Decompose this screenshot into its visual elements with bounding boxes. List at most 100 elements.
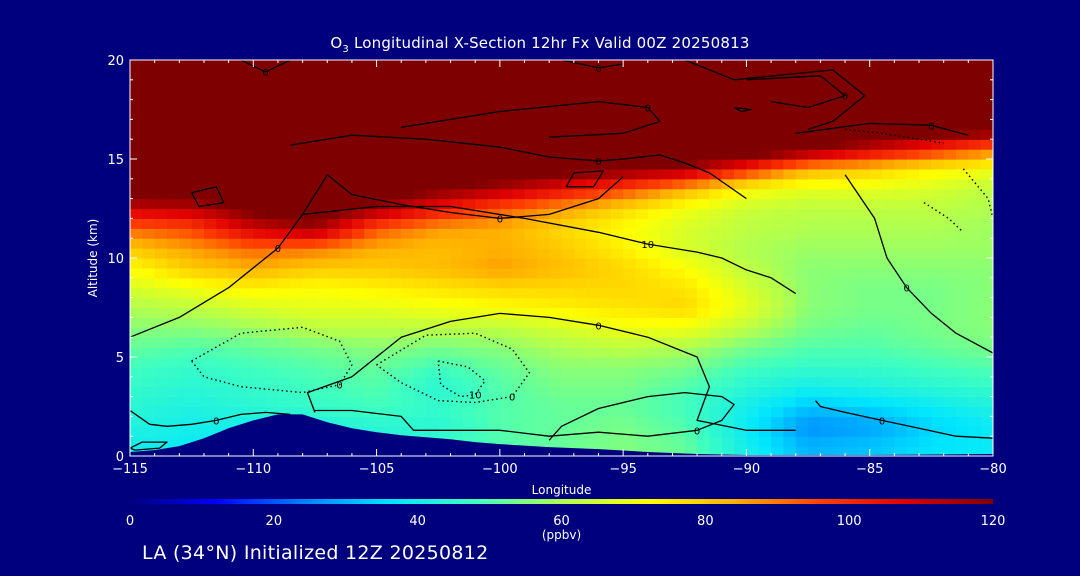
heatmap-cell bbox=[216, 218, 230, 229]
heatmap-cell bbox=[450, 228, 464, 239]
heatmap-cell bbox=[956, 416, 969, 427]
heatmap-cell bbox=[610, 366, 624, 378]
heatmap-cell bbox=[536, 109, 550, 120]
heatmap-cell bbox=[314, 347, 328, 358]
heatmap-cell bbox=[598, 297, 612, 309]
heatmap-cell bbox=[166, 69, 180, 81]
heatmap-cell bbox=[968, 277, 982, 289]
heatmap-cell bbox=[339, 89, 353, 101]
heatmap-cell bbox=[549, 159, 563, 170]
heatmap-cell bbox=[647, 426, 661, 437]
heatmap-cell bbox=[660, 347, 674, 358]
heatmap-cell bbox=[771, 188, 785, 200]
heatmap-cell bbox=[413, 238, 427, 249]
heatmap-cell bbox=[561, 228, 575, 239]
heatmap-cell bbox=[697, 446, 711, 456]
heatmap-cell bbox=[931, 208, 945, 219]
heatmap-cell bbox=[191, 79, 205, 91]
heatmap-cell bbox=[882, 337, 895, 348]
heatmap-cell bbox=[832, 297, 846, 309]
heatmap-cell bbox=[216, 60, 230, 71]
heatmap-cell bbox=[647, 168, 661, 180]
heatmap-cell bbox=[845, 416, 858, 427]
heatmap-cell bbox=[869, 228, 883, 239]
heatmap-cell bbox=[845, 277, 858, 289]
heatmap-cell bbox=[869, 248, 883, 259]
heatmap-cell bbox=[734, 168, 748, 180]
contour-label: 0 bbox=[694, 426, 700, 437]
heatmap-cell bbox=[154, 139, 168, 150]
heatmap-cell bbox=[746, 248, 760, 259]
heatmap-cell bbox=[931, 60, 945, 71]
heatmap-cell bbox=[598, 307, 612, 318]
heatmap-cell bbox=[734, 129, 748, 140]
heatmap-cell bbox=[647, 396, 661, 408]
heatmap-cell bbox=[783, 287, 797, 299]
heatmap-cell bbox=[327, 79, 341, 91]
heatmap-cell bbox=[647, 376, 661, 388]
heatmap-cell bbox=[462, 357, 476, 368]
heatmap-cell bbox=[734, 149, 748, 160]
heatmap-cell bbox=[253, 178, 267, 190]
heatmap-cell bbox=[832, 178, 846, 190]
heatmap-cell bbox=[536, 69, 550, 81]
heatmap-cell bbox=[980, 79, 993, 91]
heatmap-cell bbox=[623, 307, 637, 318]
heatmap-cell bbox=[142, 426, 156, 437]
heatmap-cell bbox=[154, 376, 168, 388]
heatmap-cell bbox=[586, 188, 600, 200]
heatmap-cell bbox=[647, 69, 661, 81]
heatmap-cell bbox=[709, 406, 723, 417]
heatmap-cell bbox=[758, 218, 772, 229]
heatmap-cell bbox=[487, 69, 501, 81]
heatmap-cell bbox=[746, 119, 760, 130]
heatmap-cell bbox=[598, 317, 612, 328]
heatmap-cell bbox=[240, 357, 254, 368]
heatmap-cell bbox=[203, 277, 217, 289]
heatmap-cell bbox=[623, 317, 637, 328]
heatmap-cell bbox=[154, 99, 168, 111]
heatmap-cell bbox=[783, 248, 797, 259]
heatmap-cell bbox=[832, 99, 846, 111]
heatmap-cell bbox=[869, 347, 883, 358]
heatmap-cell bbox=[956, 287, 969, 299]
contour-label: 0 bbox=[595, 321, 601, 332]
heatmap-cell bbox=[339, 149, 353, 160]
heatmap-cell bbox=[425, 60, 439, 71]
heatmap-cell bbox=[795, 426, 809, 437]
heatmap-cell bbox=[450, 119, 464, 130]
heatmap-cell bbox=[820, 416, 834, 427]
heatmap-cell bbox=[166, 129, 180, 140]
heatmap-cell bbox=[684, 366, 698, 378]
terrain bbox=[130, 414, 993, 456]
heatmap-cell bbox=[980, 327, 993, 338]
heatmap-cell bbox=[401, 376, 415, 388]
heatmap-cell bbox=[142, 188, 156, 200]
heatmap-cell bbox=[265, 357, 279, 368]
heatmap-cell bbox=[277, 277, 291, 289]
heatmap-cell bbox=[142, 69, 156, 81]
x-tick-label: −80 bbox=[979, 462, 1006, 477]
heatmap-cell bbox=[882, 446, 895, 456]
x-tick-label: −85 bbox=[856, 462, 883, 477]
heatmap-cell bbox=[758, 60, 772, 71]
heatmap-cell bbox=[980, 168, 993, 180]
heatmap-cell bbox=[450, 60, 464, 71]
heatmap-cell bbox=[290, 60, 304, 71]
heatmap-cell bbox=[980, 366, 993, 378]
heatmap-cell bbox=[561, 89, 575, 101]
heatmap-cell bbox=[327, 277, 341, 289]
heatmap-cell bbox=[475, 357, 489, 368]
heatmap-cell bbox=[943, 297, 957, 309]
heatmap-cell bbox=[598, 109, 612, 120]
heatmap-cell bbox=[364, 347, 378, 358]
heatmap-cell bbox=[672, 357, 686, 368]
heatmap-cell bbox=[142, 159, 156, 170]
heatmap-cell bbox=[931, 297, 945, 309]
heatmap-cell bbox=[536, 119, 550, 130]
heatmap-cell bbox=[339, 376, 353, 388]
heatmap-cell bbox=[549, 297, 563, 309]
heatmap-cell bbox=[253, 248, 267, 259]
heatmap-cell bbox=[635, 89, 649, 101]
heatmap-cell bbox=[697, 168, 711, 180]
